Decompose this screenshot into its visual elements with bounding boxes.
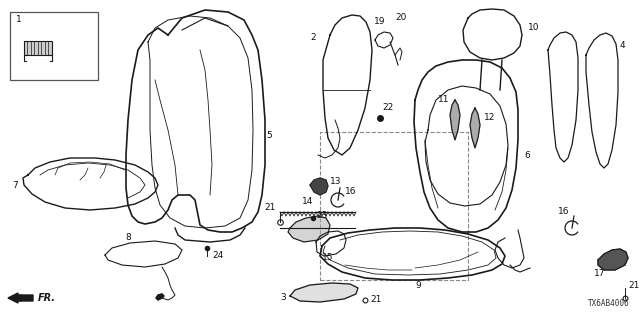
Text: 12: 12 xyxy=(484,114,495,123)
Text: FR.: FR. xyxy=(38,293,56,303)
Text: TX6AB4006: TX6AB4006 xyxy=(588,299,630,308)
Text: 24: 24 xyxy=(212,252,223,260)
Text: 4: 4 xyxy=(620,41,626,50)
Text: 5: 5 xyxy=(266,131,272,140)
Text: 6: 6 xyxy=(524,150,530,159)
Polygon shape xyxy=(470,108,480,148)
Text: 19: 19 xyxy=(374,18,385,27)
Text: 13: 13 xyxy=(330,178,342,187)
Text: 17: 17 xyxy=(594,268,605,277)
Text: 1: 1 xyxy=(16,15,22,25)
Polygon shape xyxy=(598,249,628,270)
Text: 21: 21 xyxy=(628,281,639,290)
Text: 7: 7 xyxy=(12,180,18,189)
Text: 8: 8 xyxy=(125,234,131,243)
Polygon shape xyxy=(310,178,328,195)
Polygon shape xyxy=(450,100,460,140)
FancyArrow shape xyxy=(8,293,33,303)
Text: 21: 21 xyxy=(264,204,275,212)
Text: 14: 14 xyxy=(302,197,314,206)
Text: 21: 21 xyxy=(370,295,381,305)
Text: 15: 15 xyxy=(322,253,333,262)
Text: 9: 9 xyxy=(415,281,420,290)
Text: 11: 11 xyxy=(438,95,449,105)
Text: 3: 3 xyxy=(280,292,285,301)
Text: 16: 16 xyxy=(558,207,570,217)
Text: 2: 2 xyxy=(310,34,316,43)
Text: 10: 10 xyxy=(528,23,540,33)
Text: 22: 22 xyxy=(382,103,393,113)
Bar xyxy=(10,12,98,80)
Polygon shape xyxy=(290,283,358,302)
Text: 23: 23 xyxy=(316,211,328,220)
Polygon shape xyxy=(156,294,164,300)
Text: 20: 20 xyxy=(395,13,406,22)
Text: 16: 16 xyxy=(345,188,356,196)
Bar xyxy=(320,132,468,280)
Bar xyxy=(24,41,52,55)
Polygon shape xyxy=(288,216,330,242)
